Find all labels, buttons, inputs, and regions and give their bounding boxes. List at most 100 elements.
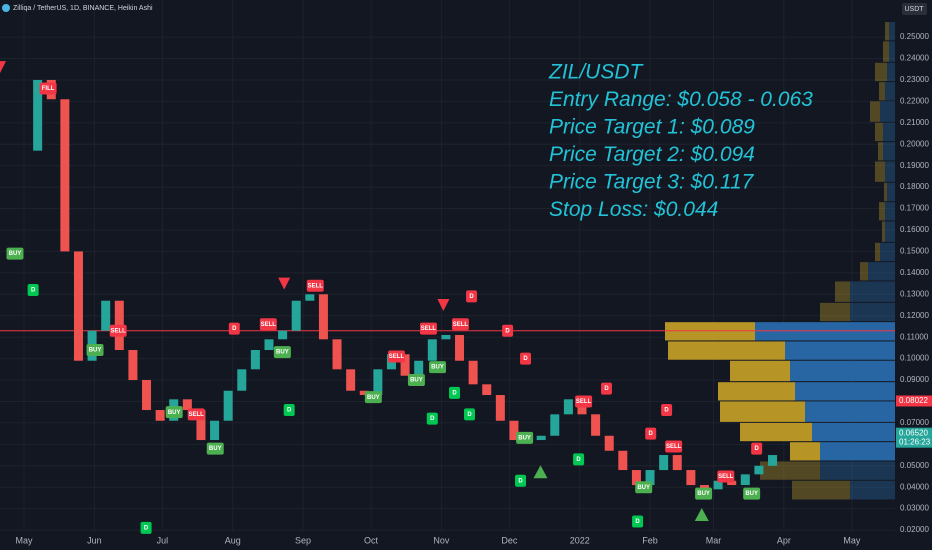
profile-down bbox=[805, 401, 895, 422]
signal-label: SELL bbox=[389, 354, 405, 360]
y-tick-label: 0.18000 bbox=[900, 182, 929, 191]
candle bbox=[196, 410, 206, 441]
signal-box bbox=[516, 431, 534, 444]
signal-label: SELL bbox=[110, 328, 126, 334]
y-tick-label: 0.04000 bbox=[900, 482, 929, 491]
candle bbox=[713, 480, 723, 490]
price-label-box bbox=[896, 395, 932, 407]
signal-box bbox=[632, 515, 644, 528]
candle bbox=[346, 369, 356, 391]
y-tick-label: 0.23000 bbox=[900, 75, 929, 84]
signal-box bbox=[419, 322, 437, 335]
signal-box bbox=[86, 344, 104, 357]
y-tick-label: 0.21000 bbox=[900, 118, 929, 127]
profile-up bbox=[883, 41, 889, 62]
profile-down bbox=[885, 161, 895, 182]
signal-label: D bbox=[664, 408, 669, 414]
y-tick-label: 0.20000 bbox=[900, 139, 929, 148]
signal-label: BUY bbox=[697, 491, 710, 497]
candle bbox=[740, 474, 750, 486]
candle bbox=[536, 435, 546, 441]
profile-down bbox=[795, 382, 895, 401]
signal-label: FILL bbox=[42, 86, 55, 92]
signal-box bbox=[387, 350, 405, 363]
candle bbox=[645, 470, 655, 486]
candle bbox=[699, 485, 709, 490]
annotation: Stop Loss: $0.044 bbox=[549, 198, 718, 221]
y-tick-label: 0.19000 bbox=[900, 161, 929, 170]
candle bbox=[495, 395, 505, 421]
signal-box bbox=[573, 453, 585, 466]
candle bbox=[182, 399, 192, 411]
signal-box bbox=[464, 408, 476, 421]
signal-label: BUY bbox=[518, 435, 531, 441]
signal-label: D bbox=[576, 457, 581, 463]
signal-box bbox=[283, 404, 295, 417]
signal-label: SELL bbox=[576, 399, 592, 405]
profile-down bbox=[887, 182, 895, 202]
candle bbox=[618, 450, 628, 471]
signal-box bbox=[515, 474, 527, 487]
candle bbox=[155, 410, 165, 421]
candle bbox=[60, 99, 70, 252]
y-tick-label: 0.25000 bbox=[900, 32, 929, 41]
signal-label: SELL bbox=[421, 326, 437, 332]
candle bbox=[373, 369, 383, 396]
signal-box bbox=[751, 442, 763, 455]
price-label-box bbox=[896, 427, 932, 448]
y-tick-label: 0.09000 bbox=[900, 375, 929, 384]
signal-label: SELL bbox=[308, 283, 324, 289]
y-tick-label: 0.11000 bbox=[900, 332, 929, 341]
profile-up bbox=[885, 22, 889, 41]
profile-up bbox=[875, 161, 885, 182]
profile-down bbox=[850, 302, 895, 322]
candle bbox=[509, 420, 519, 441]
signal-label: D bbox=[467, 412, 472, 418]
signal-label: D bbox=[649, 431, 654, 437]
signal-label: SELL bbox=[718, 474, 734, 480]
candle bbox=[672, 455, 682, 471]
candle bbox=[278, 330, 288, 340]
candle bbox=[250, 350, 260, 370]
profile-down bbox=[883, 122, 895, 142]
signal-label: D bbox=[232, 326, 237, 332]
x-tick-label: Sep bbox=[295, 535, 311, 545]
candle bbox=[400, 354, 410, 376]
signal-box bbox=[140, 521, 152, 534]
candle bbox=[332, 339, 342, 370]
symbol-icon bbox=[2, 4, 10, 12]
signal-label: D bbox=[452, 390, 457, 396]
profile-up bbox=[792, 480, 850, 500]
candle bbox=[223, 390, 233, 421]
profile-down bbox=[785, 341, 895, 360]
profile-down bbox=[880, 242, 895, 262]
candle bbox=[455, 335, 465, 361]
profile-up bbox=[860, 262, 868, 281]
signal-label: D bbox=[287, 408, 292, 414]
profile-down bbox=[820, 442, 895, 461]
profile-up bbox=[730, 360, 790, 382]
profile-down bbox=[880, 101, 895, 122]
signal-label: BUY bbox=[168, 410, 181, 416]
triangle-marker bbox=[533, 465, 548, 479]
signal-box bbox=[665, 440, 683, 453]
signal-label: SELL bbox=[666, 444, 682, 450]
profile-down bbox=[885, 221, 895, 242]
x-tick-label: 2022 bbox=[570, 535, 590, 545]
profile-up bbox=[820, 302, 850, 322]
signal-label: BUY bbox=[9, 251, 22, 257]
signal-box bbox=[364, 391, 382, 404]
x-tick-label: Aug bbox=[225, 535, 241, 545]
candle bbox=[237, 369, 247, 391]
signal-box bbox=[743, 487, 761, 500]
price-axis bbox=[895, 0, 932, 550]
signal-box bbox=[306, 279, 324, 292]
currency-badge bbox=[902, 3, 927, 15]
profile-down bbox=[820, 461, 895, 480]
profile-down bbox=[889, 22, 895, 41]
candle bbox=[73, 251, 83, 361]
profile-up bbox=[790, 442, 820, 461]
x-tick-label: Apr bbox=[777, 535, 791, 545]
x-tick-label: May bbox=[16, 535, 34, 545]
